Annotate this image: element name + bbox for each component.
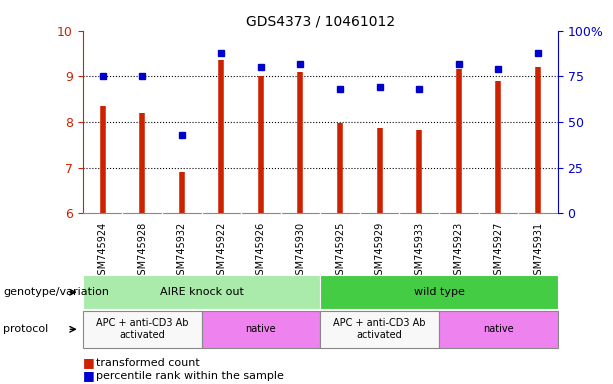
- Text: APC + anti-CD3 Ab
activated: APC + anti-CD3 Ab activated: [96, 318, 188, 340]
- Text: GSM745932: GSM745932: [177, 222, 187, 281]
- Text: GSM745923: GSM745923: [454, 222, 464, 281]
- Text: GSM745926: GSM745926: [256, 222, 266, 281]
- Text: AIRE knock out: AIRE knock out: [159, 287, 243, 297]
- Text: wild type: wild type: [414, 287, 465, 297]
- Text: native: native: [483, 324, 514, 334]
- Text: native: native: [246, 324, 276, 334]
- Text: genotype/variation: genotype/variation: [3, 287, 109, 297]
- Text: GSM745929: GSM745929: [375, 222, 385, 281]
- Text: GSM745930: GSM745930: [295, 222, 305, 281]
- Text: GSM745933: GSM745933: [414, 222, 424, 281]
- Text: GSM745922: GSM745922: [216, 222, 226, 281]
- Text: GSM745928: GSM745928: [137, 222, 147, 281]
- Text: GSM745931: GSM745931: [533, 222, 543, 281]
- Text: APC + anti-CD3 Ab
activated: APC + anti-CD3 Ab activated: [333, 318, 426, 340]
- Title: GDS4373 / 10461012: GDS4373 / 10461012: [246, 14, 395, 28]
- Text: GSM745927: GSM745927: [493, 222, 503, 281]
- Text: GSM745925: GSM745925: [335, 222, 345, 281]
- Text: protocol: protocol: [3, 324, 48, 334]
- Text: ■: ■: [83, 356, 99, 369]
- Text: transformed count: transformed count: [96, 358, 200, 368]
- Text: GSM745924: GSM745924: [97, 222, 107, 281]
- Text: ■: ■: [83, 369, 99, 382]
- Text: percentile rank within the sample: percentile rank within the sample: [96, 371, 284, 381]
